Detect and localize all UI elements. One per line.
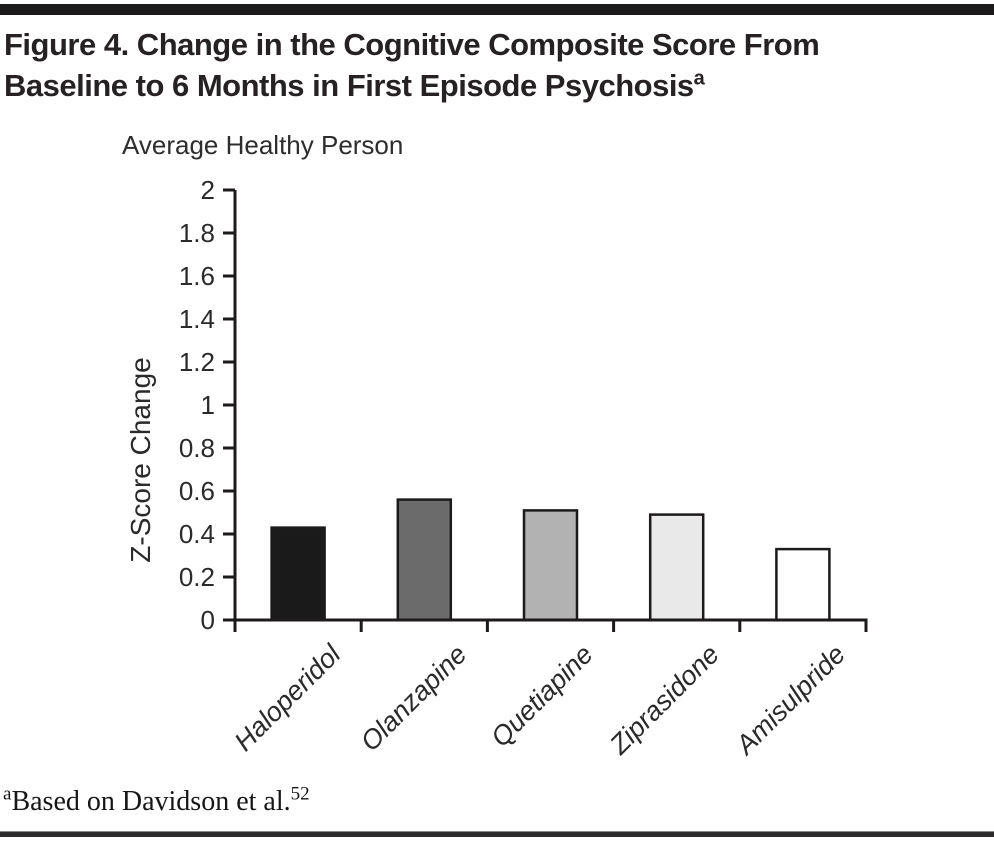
figure-title-line2: Baseline to 6 Months in First Episode Ps…: [4, 67, 705, 103]
bar-olanzapine: [396, 498, 453, 622]
figure-footnote: aBased on Davidson et al.52: [3, 783, 310, 818]
bar-haloperidol: [270, 526, 326, 622]
title-footnote-marker: a: [693, 67, 705, 90]
x-category-label: Amisulpride: [729, 639, 851, 761]
average-healthy-person-label: Average Healthy Person: [122, 130, 404, 160]
y-tick-label: 1.6: [179, 261, 215, 291]
y-tick-label: 1: [201, 390, 215, 420]
y-tick-label: 0.4: [179, 519, 215, 549]
bottom-divider-rule: [0, 831, 994, 837]
x-category-label: Quetiapine: [485, 639, 599, 753]
figure-title: Figure 4. Change in the Cognitive Compos…: [4, 24, 984, 106]
x-category-label: Olanzapine: [355, 639, 473, 757]
footnote-text: Based on Davidson et al.: [11, 786, 291, 817]
footnote-citation: 52: [290, 783, 310, 805]
bar-ziprasidone: [648, 513, 705, 622]
y-tick-label: 0.8: [179, 433, 215, 463]
y-tick-label: 1.4: [179, 304, 215, 334]
figure-title-line1: Figure 4. Change in the Cognitive Compos…: [4, 27, 820, 62]
y-tick-label: 0.6: [179, 476, 215, 506]
bar-amisulpride: [775, 547, 831, 622]
bar-quetiapine: [522, 509, 579, 622]
y-tick-label: 0: [201, 605, 215, 635]
footnote-marker: a: [3, 783, 12, 805]
x-category-label: Haloperidol: [229, 638, 347, 756]
y-axis-title: Z-Score Change: [125, 357, 156, 562]
top-divider-rule: [0, 4, 994, 15]
y-tick-label: 2: [201, 175, 215, 205]
y-tick-label: 1.2: [179, 347, 215, 377]
y-tick-label: 0.2: [179, 562, 215, 592]
bar-chart: 0 0.2 0.4 0.6 0.8 1 1.2 1.4 1.6 1.8 2 Haloperidol Ol…: [125, 175, 868, 761]
y-tick-label: 1.8: [179, 218, 215, 248]
x-category-label: Ziprasidone: [603, 639, 725, 761]
